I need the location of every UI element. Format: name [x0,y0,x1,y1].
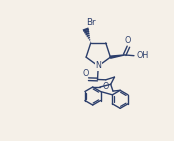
Text: O: O [82,69,89,78]
Polygon shape [110,55,125,58]
Text: O: O [103,82,109,91]
Text: O: O [124,36,131,45]
Text: N: N [95,61,101,70]
Text: OH: OH [136,51,149,60]
Text: Br: Br [86,18,96,27]
